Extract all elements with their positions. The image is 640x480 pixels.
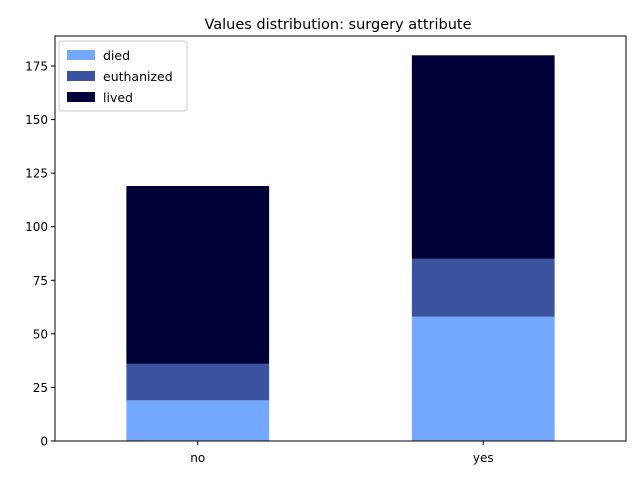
legend-label-euthanized: euthanized [103,69,173,84]
legend-label-lived: lived [103,90,133,105]
legend-label-died: died [103,48,130,63]
legend-swatch-lived [67,92,95,102]
axes-group: 0 25 50 75 100 125 150 175 no yes [25,35,627,465]
legend-swatch-died [67,50,95,60]
x-tick-label: yes [473,451,494,465]
bar-euthanized-yes [411,258,555,317]
bar-lived-yes [411,55,555,259]
bar-died-yes [411,316,555,441]
y-tick-label: 50 [33,327,48,341]
legend-swatch-euthanized [67,71,95,81]
y-tick-label: 0 [40,435,48,449]
y-tick-label: 125 [25,167,48,181]
y-tick-label: 175 [25,60,48,74]
y-tick-label: 100 [25,220,48,234]
chart-title: Values distribution: surgery attribute [204,17,471,33]
plot-frame [54,35,627,442]
y-tick-label: 150 [25,113,48,127]
y-tick-label: 75 [33,274,48,288]
bar-died-no [126,400,270,441]
y-tick-label: 25 [33,381,48,395]
bar-euthanized-no [126,363,270,401]
legend: died euthanized lived [58,40,188,112]
x-tick-label: no [190,451,205,465]
bars-group [126,55,555,441]
bar-lived-no [126,186,270,364]
